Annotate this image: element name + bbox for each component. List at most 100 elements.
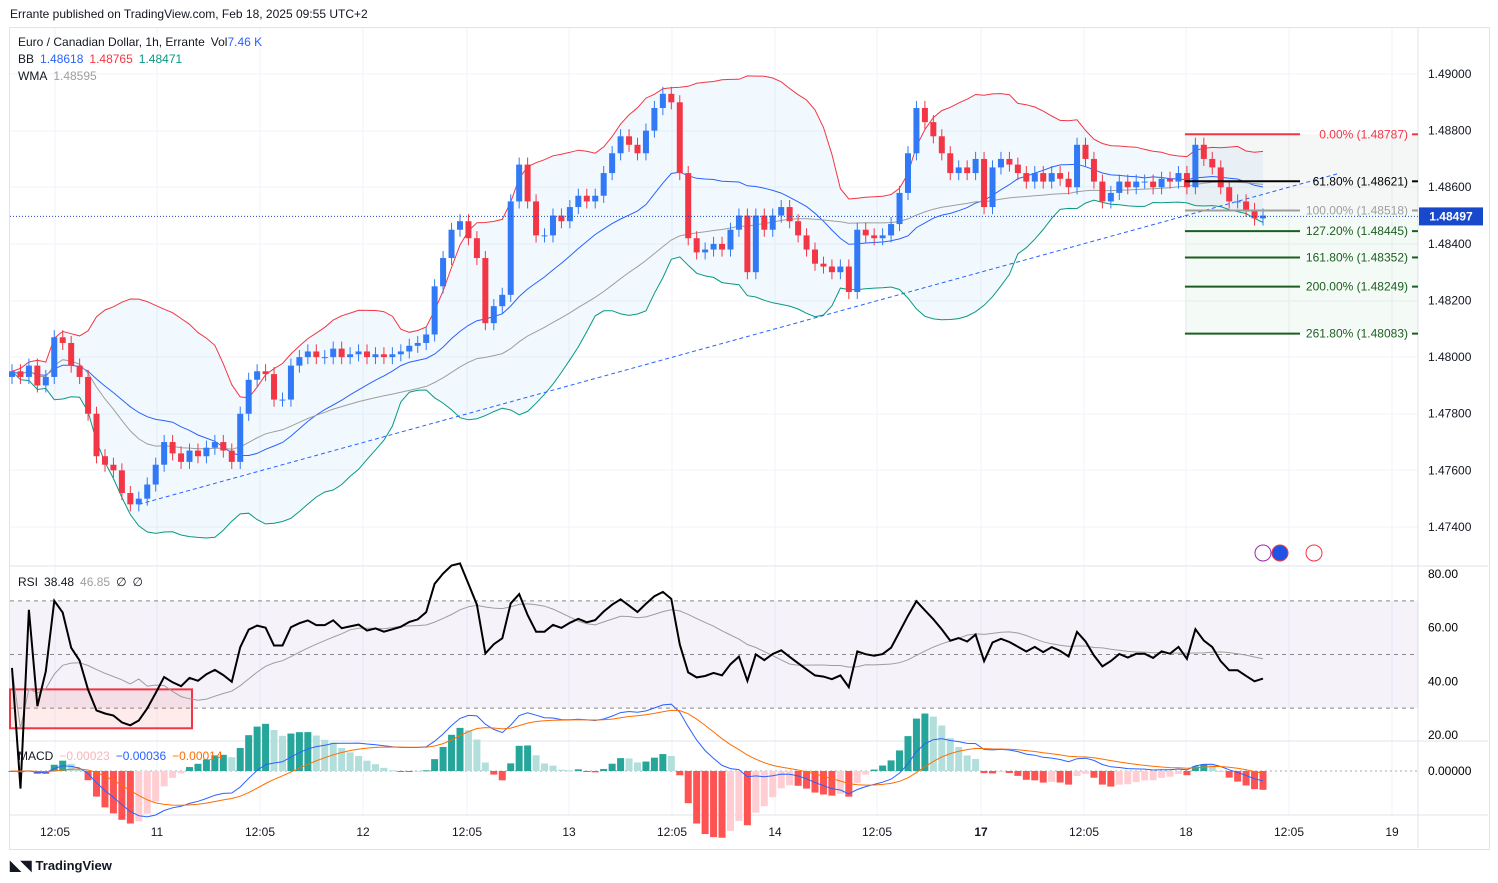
macd-histogram-bar — [659, 754, 667, 771]
macd-histogram-bar — [448, 734, 456, 771]
bb-fill — [12, 75, 1263, 539]
macd-histogram-bar — [405, 771, 413, 772]
bb-lower: 1.48471 — [138, 52, 183, 66]
candle-up — [42, 376, 49, 386]
macd-histogram-bar — [1191, 766, 1199, 771]
legend-macd: MACD −0.00023 −0.00036 −0.00014 — [18, 749, 229, 763]
macd-histogram-bar — [312, 735, 320, 771]
macd-histogram-bar — [743, 771, 751, 826]
price-tick: 1.48400 — [1428, 237, 1472, 251]
rsi-extra: ∅ — [132, 575, 143, 589]
macd-histogram-bar — [219, 754, 227, 771]
macd-histogram-bar — [532, 755, 540, 771]
candle-up — [592, 195, 599, 202]
candle-up — [566, 207, 573, 222]
candle-down — [524, 164, 531, 202]
macd-value: −0.00036 — [115, 749, 167, 763]
rsi-label: RSI — [18, 575, 39, 589]
macd-histogram-bar — [803, 771, 811, 789]
candle-down — [101, 456, 108, 465]
macd-histogram-bar — [887, 760, 895, 771]
macd-histogram-bar — [566, 770, 574, 772]
candle-up — [279, 399, 286, 401]
macd-histogram-bar — [980, 771, 988, 774]
macd-histogram-bar — [650, 757, 658, 771]
fib-label: 127.20% (1.48445) — [1306, 224, 1408, 238]
macd-histogram-bar — [371, 764, 379, 771]
macd-histogram-bar — [524, 745, 532, 771]
macd-histogram-bar — [972, 758, 980, 771]
macd-histogram-bar — [921, 713, 929, 771]
candle-down — [34, 365, 41, 386]
candle-up — [507, 201, 514, 295]
candle-down — [558, 215, 565, 222]
macd-histogram-bar — [481, 762, 489, 771]
candle-up — [617, 136, 624, 154]
macd-histogram-bar — [642, 761, 650, 771]
tradingview-logo[interactable]: ◣◥ TradingView — [10, 857, 112, 874]
candle-up — [651, 107, 658, 131]
macd-histogram-bar — [676, 771, 684, 776]
time-tick: 12:05 — [40, 825, 70, 839]
candle-up — [330, 348, 337, 358]
candle-up — [549, 215, 556, 236]
candle-down — [871, 235, 878, 239]
macd-histogram-bar — [617, 758, 625, 771]
macd-histogram-bar — [177, 771, 185, 774]
rsi-ma-value: 46.85 — [80, 575, 111, 589]
candle-up — [397, 351, 404, 355]
macd-histogram-bar — [836, 771, 844, 794]
candle-up — [152, 464, 159, 485]
candle-down — [862, 229, 869, 236]
macd-histogram-bar — [710, 771, 718, 838]
macd-histogram-bar — [1107, 771, 1115, 787]
candle-up — [854, 229, 861, 293]
candle-up — [321, 357, 328, 359]
macd-histogram-bar — [202, 759, 210, 771]
macd-histogram-bar — [515, 745, 523, 771]
macd-histogram-bar — [1141, 771, 1149, 781]
macd-histogram-bar — [760, 771, 768, 807]
macd-histogram-bar — [1217, 770, 1225, 772]
candle-down — [59, 337, 66, 343]
macd-signal-value: −0.00014 — [172, 749, 223, 763]
fib-label: 61.80% (1.48621) — [1313, 174, 1408, 188]
candle-up — [913, 107, 920, 154]
macd-histogram-bar — [1005, 771, 1013, 774]
macd-histogram-bar — [160, 771, 168, 787]
candle-down — [68, 342, 75, 366]
time-tick: 17 — [974, 825, 988, 839]
candle-up — [51, 337, 58, 377]
candle-up — [896, 192, 903, 225]
candle-down — [93, 413, 100, 457]
macd-signal-line — [11, 709, 1264, 806]
candle-up — [448, 229, 455, 259]
tv-logo-icon: ◣◥ — [10, 857, 32, 873]
candle-down — [473, 238, 480, 259]
macd-histogram-bar — [262, 723, 270, 771]
candle-up — [989, 167, 996, 208]
candle-down — [1209, 158, 1216, 168]
macd-histogram-bar — [304, 732, 312, 771]
candle-up — [211, 442, 218, 448]
candle-down — [685, 173, 692, 239]
candle-up — [490, 306, 497, 324]
macd-histogram-bar — [1208, 765, 1216, 771]
macd-histogram-bar — [693, 771, 701, 824]
candle-up — [372, 354, 379, 358]
candle-up — [516, 164, 523, 202]
candle-down — [744, 215, 751, 273]
macd-histogram-bar — [1014, 771, 1022, 776]
canada-flag-icon — [1305, 544, 1323, 562]
rsi-tick: 20.00 — [1428, 728, 1458, 742]
candle-down — [786, 207, 793, 222]
candle-down — [1226, 187, 1233, 202]
fib-label: 100.00% (1.48518) — [1306, 203, 1408, 217]
candle-down — [1082, 144, 1089, 159]
macd-histogram-bar — [84, 771, 92, 781]
macd-histogram-bar — [388, 770, 396, 772]
macd-histogram-bar — [1081, 771, 1089, 774]
candle-down — [1090, 158, 1097, 182]
candle-down — [1251, 209, 1258, 219]
